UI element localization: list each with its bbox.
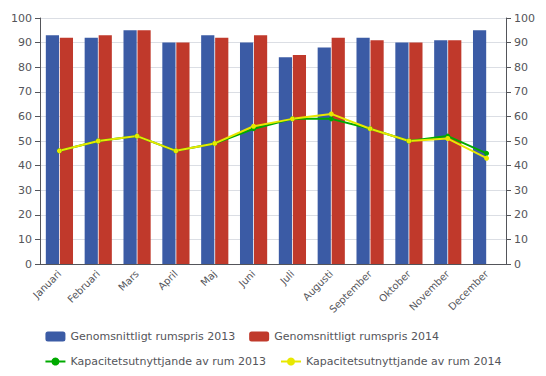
svg-text:Genomsnittligt rumspris 2013: Genomsnittligt rumspris 2013 [70,330,235,343]
svg-text:60: 60 [18,110,32,123]
svg-text:Juli: Juli [277,268,296,287]
svg-text:Augusti: Augusti [301,268,335,302]
svg-text:100: 100 [514,12,535,25]
svg-text:90: 90 [514,36,528,49]
svg-text:December: December [446,267,491,312]
svg-text:40: 40 [514,159,528,172]
svg-text:Juni: Juni [236,268,257,289]
svg-text:30: 30 [514,184,528,197]
svg-text:0: 0 [514,258,521,271]
svg-text:20: 20 [18,208,32,221]
svg-text:10: 10 [18,233,32,246]
svg-text:60: 60 [514,110,528,123]
svg-text:Februari: Februari [65,268,102,305]
svg-text:80: 80 [514,61,528,74]
svg-text:Januari: Januari [30,268,63,301]
svg-text:0: 0 [25,258,32,271]
svg-text:70: 70 [514,85,528,98]
svg-text:30: 30 [18,184,32,197]
svg-text:10: 10 [514,233,528,246]
svg-text:90: 90 [18,36,32,49]
svg-text:November: November [407,267,452,312]
svg-text:50: 50 [18,135,32,148]
svg-text:Kapacitetsutnyttjande av rum 2: Kapacitetsutnyttjande av rum 2014 [306,355,502,368]
svg-text:Oktober: Oktober [377,267,414,304]
svg-text:September: September [327,267,374,314]
svg-text:Mars: Mars [116,268,141,293]
svg-text:20: 20 [514,208,528,221]
svg-text:April: April [156,268,180,292]
svg-text:Kapacitetsutnyttjande av rum 2: Kapacitetsutnyttjande av rum 2013 [70,355,266,368]
svg-text:Maj: Maj [198,268,218,288]
svg-text:80: 80 [18,61,32,74]
svg-text:100: 100 [11,12,32,25]
svg-text:50: 50 [514,135,528,148]
svg-text:40: 40 [18,159,32,172]
svg-text:70: 70 [18,85,32,98]
svg-text:Genomsnittligt rumspris 2014: Genomsnittligt rumspris 2014 [274,330,439,343]
